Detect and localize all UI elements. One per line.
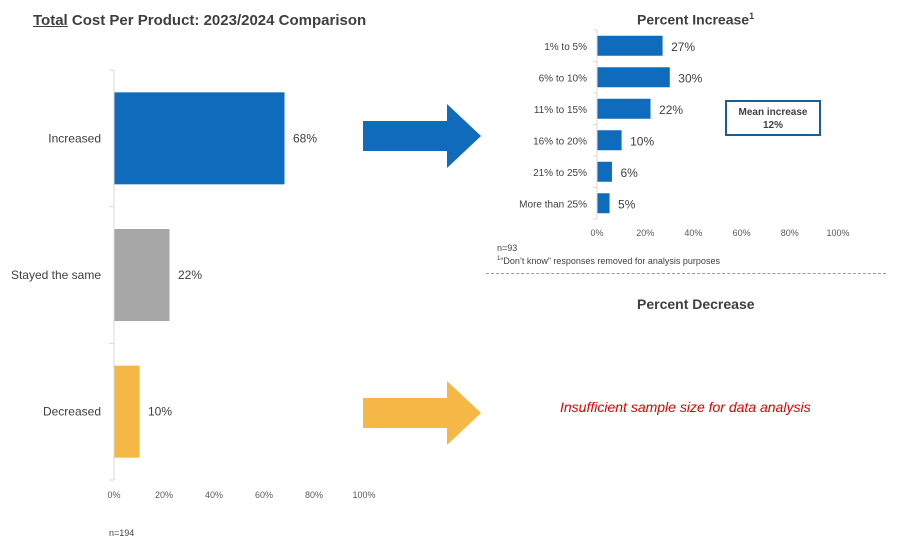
bar-2 bbox=[114, 365, 140, 458]
x-tick-label: 40% bbox=[205, 490, 223, 500]
category-label: Increased bbox=[48, 131, 101, 145]
value-label: 27% bbox=[671, 40, 695, 54]
footnote-marker: 1 bbox=[497, 256, 501, 262]
value-label: 6% bbox=[620, 166, 638, 180]
mean-increase-value: 12% bbox=[762, 120, 783, 131]
page-title: Total Cost Per Product: 2023/2024 Compar… bbox=[33, 12, 366, 29]
insufficient-sample-message: Insufficient sample size for data analys… bbox=[560, 399, 811, 415]
right-footnote: 1“Don’t know” responses removed for anal… bbox=[497, 256, 720, 266]
right-sample-size: n=93 bbox=[497, 243, 518, 253]
value-label: 10% bbox=[148, 405, 172, 419]
bar-0 bbox=[114, 92, 285, 185]
percent-increase-title-footnote-marker: 1 bbox=[749, 11, 755, 21]
x-tick-label: 100% bbox=[826, 228, 849, 238]
category-label: Stayed the same bbox=[11, 268, 101, 282]
x-tick-label: 80% bbox=[781, 228, 799, 238]
category-label: More than 25% bbox=[519, 199, 587, 210]
x-tick-label: 0% bbox=[107, 490, 120, 500]
value-label: 22% bbox=[178, 268, 202, 282]
bar-1 bbox=[114, 229, 170, 321]
x-tick-label: 100% bbox=[352, 490, 375, 500]
percent-increase-title-text: Percent Increase bbox=[637, 11, 750, 28]
left-sample-size: n=194 bbox=[109, 528, 135, 538]
title-underlined-word: Total bbox=[33, 12, 68, 29]
title-rest: Cost Per Product: 2023/2024 Comparison bbox=[67, 12, 367, 29]
value-label: 10% bbox=[630, 134, 654, 148]
value-label: 30% bbox=[678, 71, 702, 85]
bar-5 bbox=[597, 193, 610, 214]
x-tick-label: 0% bbox=[590, 228, 603, 238]
category-label: 1% to 5% bbox=[544, 42, 587, 53]
bar-4 bbox=[597, 161, 612, 182]
bar-2 bbox=[597, 98, 651, 119]
x-tick-label: 60% bbox=[733, 228, 751, 238]
mean-increase-label: Mean increase bbox=[738, 107, 808, 118]
x-tick-label: 60% bbox=[255, 490, 273, 500]
category-label: 21% to 25% bbox=[533, 168, 587, 179]
x-tick-label: 40% bbox=[684, 228, 702, 238]
x-tick-label: 20% bbox=[636, 228, 654, 238]
percent-increase-title: Percent Increase1 bbox=[637, 11, 754, 28]
bar-1 bbox=[597, 67, 670, 88]
footnote-text: “Don’t know” responses removed for analy… bbox=[500, 256, 720, 266]
category-label: 6% to 10% bbox=[539, 73, 587, 84]
percent-decrease-title: Percent Decrease bbox=[637, 296, 755, 312]
value-label: 5% bbox=[618, 197, 636, 211]
category-label: Decreased bbox=[43, 405, 101, 419]
value-label: 22% bbox=[659, 103, 683, 117]
blue-right-arrow-icon bbox=[363, 104, 481, 168]
x-tick-label: 20% bbox=[155, 490, 173, 500]
x-tick-label: 80% bbox=[305, 490, 323, 500]
bar-3 bbox=[597, 130, 622, 151]
category-label: 16% to 20% bbox=[533, 136, 587, 147]
orange-right-arrow-icon bbox=[363, 381, 481, 445]
section-divider bbox=[486, 273, 886, 274]
value-label: 68% bbox=[293, 131, 317, 145]
category-label: 11% to 15% bbox=[534, 105, 587, 116]
mean-increase-callout: Mean increase 12% bbox=[725, 100, 821, 136]
bar-0 bbox=[597, 35, 663, 56]
